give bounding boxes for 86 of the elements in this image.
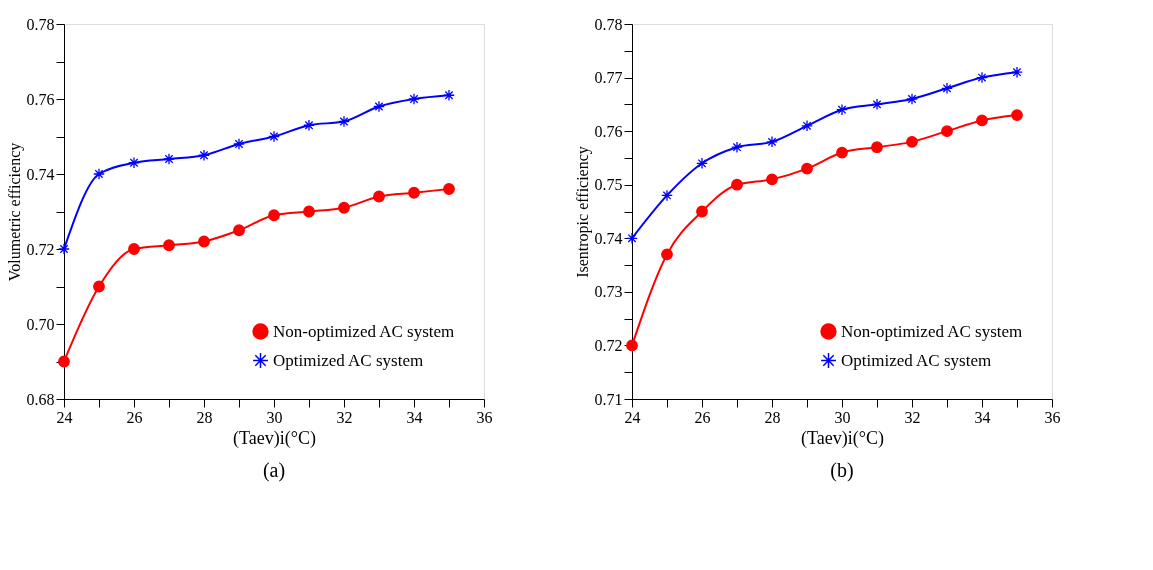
y-tick-label: 0.72 (594, 336, 623, 354)
x-axis-title: (Taev)i(°C) (801, 427, 884, 449)
point (443, 183, 455, 195)
point (696, 157, 708, 170)
point (198, 235, 210, 248)
x-tick-label: 26 (694, 408, 711, 426)
y-axis-title: Volumetric efficiency (5, 142, 24, 282)
point (836, 146, 848, 159)
point (871, 98, 883, 111)
point (976, 71, 988, 84)
x-tick-label: 28 (764, 408, 781, 426)
y-tick-label: 0.74 (594, 229, 623, 247)
point (373, 100, 385, 113)
legend-label: Non-optimized AC system (273, 321, 455, 341)
x-tick-label: 32 (904, 408, 921, 426)
point (976, 114, 988, 127)
y-tick-label: 0.77 (594, 69, 623, 87)
point (268, 130, 280, 143)
point (696, 205, 708, 218)
y-tick-label: 0.78 (594, 15, 623, 33)
legend-label: Optimized AC system (273, 350, 424, 370)
x-tick-label: 24 (624, 408, 641, 426)
y-tick-label: 0.76 (594, 122, 623, 140)
x-tick-label: 34 (974, 408, 991, 426)
y-tick-label: 0.71 (594, 390, 623, 408)
x-tick-label: 26 (126, 408, 143, 426)
point (941, 82, 953, 95)
point (408, 93, 420, 105)
x-tick-label: 32 (336, 408, 353, 426)
y-tick-label: 0.70 (26, 315, 55, 333)
x-tick-label: 36 (1044, 408, 1061, 426)
legend-label: Optimized AC system (841, 350, 992, 370)
y-tick-label: 0.78 (26, 15, 55, 33)
point (338, 201, 350, 214)
y-axis-title: Isentropic efficiency (573, 146, 592, 278)
point (766, 135, 778, 148)
y-tick-label: 0.72 (26, 240, 55, 258)
x-tick-label: 30 (834, 408, 851, 426)
point (163, 153, 175, 165)
y-tick-label: 0.73 (594, 283, 623, 301)
point (626, 232, 638, 245)
x-tick-label: 28 (196, 408, 213, 426)
point (58, 355, 70, 368)
point (128, 156, 140, 169)
point (303, 205, 315, 218)
point (836, 103, 848, 116)
x-tick-label: 30 (266, 408, 283, 426)
point (268, 209, 280, 222)
point (408, 186, 420, 199)
point (58, 243, 70, 255)
point (626, 339, 638, 352)
x-tick-label: 34 (406, 408, 423, 426)
point (801, 162, 813, 175)
legend-label: Non-optimized AC system (841, 321, 1023, 341)
point (198, 149, 210, 162)
x-tick-label: 36 (476, 408, 493, 426)
y-tick-label: 0.76 (26, 90, 55, 108)
y-tick-label: 0.74 (26, 165, 55, 183)
y-tick-label: 0.68 (26, 390, 55, 408)
point (766, 173, 778, 186)
point (303, 119, 315, 132)
text: (a) (262, 459, 286, 482)
point (93, 280, 105, 293)
point (941, 125, 953, 138)
point (338, 115, 350, 128)
point (906, 93, 918, 105)
x-axis-title: (Taev)i(°C) (233, 427, 316, 449)
point (731, 178, 743, 191)
text: (b) (830, 459, 854, 482)
point (871, 141, 883, 154)
point (233, 224, 245, 237)
point (661, 189, 673, 202)
point (443, 89, 455, 102)
point (1011, 66, 1023, 79)
point (801, 119, 813, 132)
point (661, 248, 673, 261)
point (731, 141, 743, 154)
point (128, 243, 140, 255)
x-tick-label: 24 (56, 408, 73, 426)
point (906, 135, 918, 148)
y-tick-label: 0.75 (594, 176, 623, 194)
point (163, 239, 175, 252)
point (1011, 109, 1023, 121)
point (233, 138, 245, 150)
point (93, 168, 105, 180)
point (373, 190, 385, 203)
